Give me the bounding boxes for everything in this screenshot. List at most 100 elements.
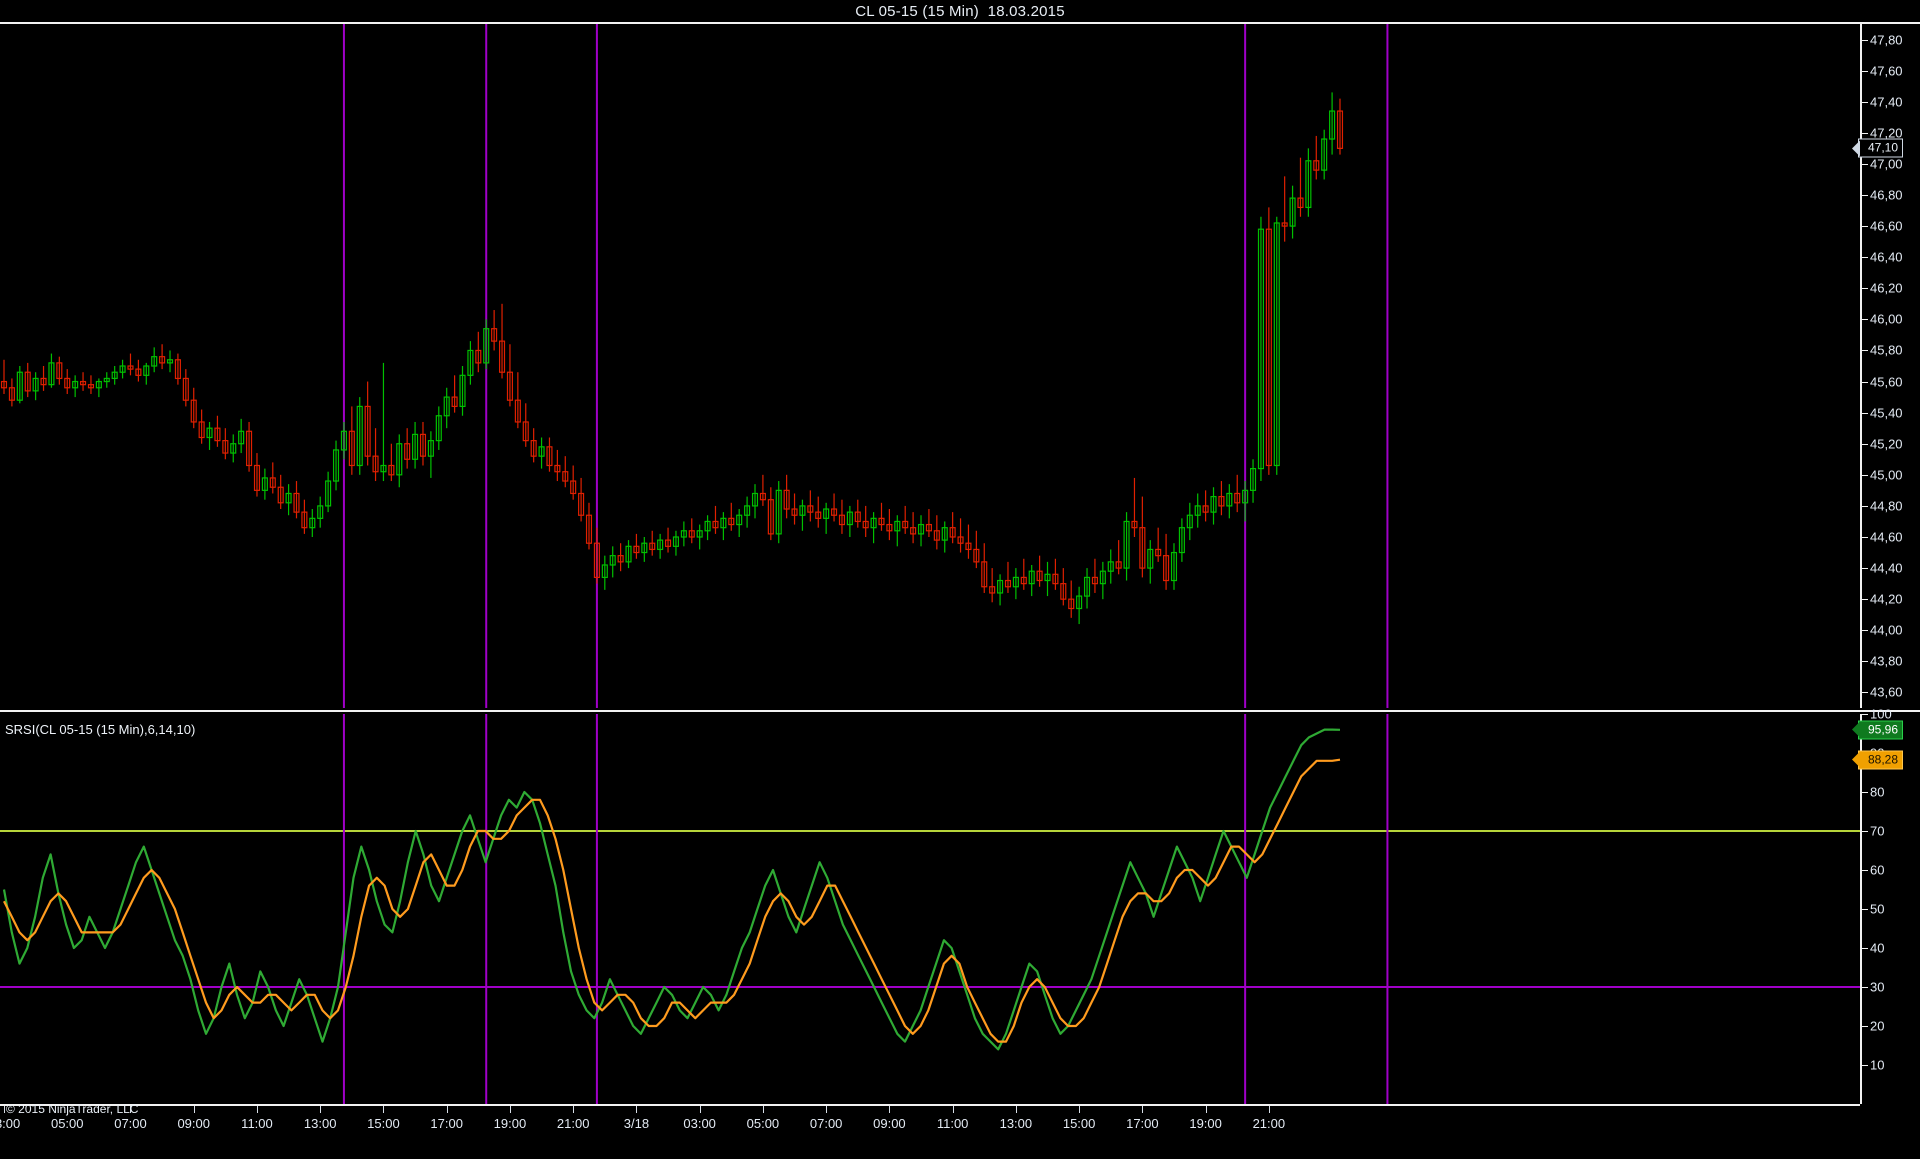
candle [40, 366, 47, 391]
candle [1202, 490, 1209, 522]
time-tick [256, 1106, 258, 1113]
session-separator-line [342, 24, 345, 708]
candle [166, 350, 174, 373]
price-tick [1860, 599, 1868, 601]
candle [736, 509, 743, 537]
time-tick-label: 21:00 [1252, 1116, 1286, 1131]
candle [649, 530, 656, 556]
indicator-tick [1860, 870, 1868, 871]
price-tick-label: 47,60 [1870, 63, 1903, 79]
price-tick-label: 45,00 [1870, 467, 1903, 483]
indicator-tick-label: 100 [1870, 706, 1892, 722]
candle [609, 546, 616, 578]
candle [356, 397, 363, 475]
price-tick [1860, 288, 1868, 290]
candle [1210, 487, 1217, 525]
candle [601, 555, 608, 590]
price-axis[interactable]: 47,80 47,60 47,40 47,20 47,00 46,80 46,60 46,40… [1852, 24, 1920, 708]
time-tick-label: 11:00 [241, 1116, 273, 1131]
price-tick-label: 47,40 [1870, 94, 1903, 110]
srsi-k-badge-value: 95,96 [1868, 722, 1899, 737]
candle [578, 477, 585, 522]
candle [127, 353, 134, 376]
candle [1313, 135, 1320, 180]
candle [467, 341, 474, 385]
copyright-notice: © 2015 NinjaTrader, LLC [6, 1102, 139, 1116]
price-chart-pane[interactable] [0, 24, 1860, 708]
time-tick [762, 1106, 764, 1113]
last-price-badge: 47,10 [1852, 138, 1904, 158]
candle [206, 421, 213, 450]
candle [1107, 549, 1114, 584]
candle [1083, 568, 1091, 609]
price-tick-label: 44,00 [1870, 622, 1903, 638]
session-separator-line [485, 714, 488, 1104]
price-tick [1860, 350, 1868, 352]
srsi-d-badge-value: 88,28 [1868, 752, 1899, 767]
indicator-tick-label: 80 [1870, 784, 1885, 800]
price-tick-label: 44,80 [1870, 498, 1903, 514]
time-tick [130, 1106, 132, 1113]
srsi-k-badge: 95,96 [1852, 720, 1904, 740]
session-separator-line [595, 714, 598, 1104]
candle [886, 509, 893, 541]
page-title: CL 05-15 (15 Min) 18.03.2015 [855, 2, 1065, 20]
time-tick [320, 1106, 322, 1113]
price-tick-label: 46,60 [1870, 218, 1903, 234]
time-tick-label: 11:00 [936, 1116, 969, 1131]
time-tick-label: 19:00 [493, 1116, 527, 1131]
candle [87, 375, 95, 394]
time-tick [636, 1106, 638, 1113]
candle [917, 515, 925, 547]
candle [973, 530, 980, 569]
candle [8, 378, 15, 407]
candle [1099, 561, 1106, 600]
indicator-tick [1860, 1026, 1868, 1027]
indicator-pane[interactable] [0, 714, 1860, 1104]
candle [941, 521, 948, 553]
candle [348, 406, 355, 475]
time-tick [1142, 1106, 1144, 1113]
candle [151, 347, 158, 373]
candle [214, 415, 221, 447]
price-tick-label: 47,80 [1870, 32, 1903, 48]
candle [1123, 512, 1130, 581]
candle [1091, 558, 1098, 593]
candle [1265, 207, 1272, 475]
candle [159, 344, 166, 370]
price-axis-line [1860, 24, 1862, 708]
price-tick [1860, 568, 1868, 570]
candle [340, 421, 347, 460]
candle [56, 356, 63, 385]
candle [230, 434, 237, 463]
candle [625, 540, 632, 569]
price-tick-label: 43,60 [1870, 684, 1903, 700]
candle [16, 366, 23, 404]
candle [807, 490, 814, 522]
candle [641, 537, 648, 562]
candle [894, 515, 901, 547]
time-axis[interactable]: 03:00 05:00 07:00 09:00 11:00 13:00 15:00 17:00… [0, 1104, 1920, 1159]
price-tick [1860, 692, 1868, 694]
candle [1036, 555, 1043, 587]
candle [32, 372, 39, 401]
candle [878, 502, 885, 531]
time-tick [67, 1106, 69, 1113]
candle [1060, 568, 1067, 606]
candle [1178, 518, 1185, 562]
candle [593, 527, 600, 584]
price-tick [1860, 412, 1868, 414]
price-tick-label: 46,00 [1870, 311, 1903, 327]
indicator-tick-label: 60 [1870, 862, 1885, 878]
time-tick [193, 1106, 195, 1113]
candle [1226, 484, 1233, 519]
price-tick-label: 43,80 [1870, 653, 1903, 669]
candle [680, 521, 687, 547]
time-tick-label: 13:00 [999, 1116, 1033, 1131]
candle [815, 496, 822, 528]
price-tick [1860, 381, 1868, 383]
candle [1297, 157, 1304, 217]
candle [989, 568, 996, 603]
candle [530, 428, 537, 463]
